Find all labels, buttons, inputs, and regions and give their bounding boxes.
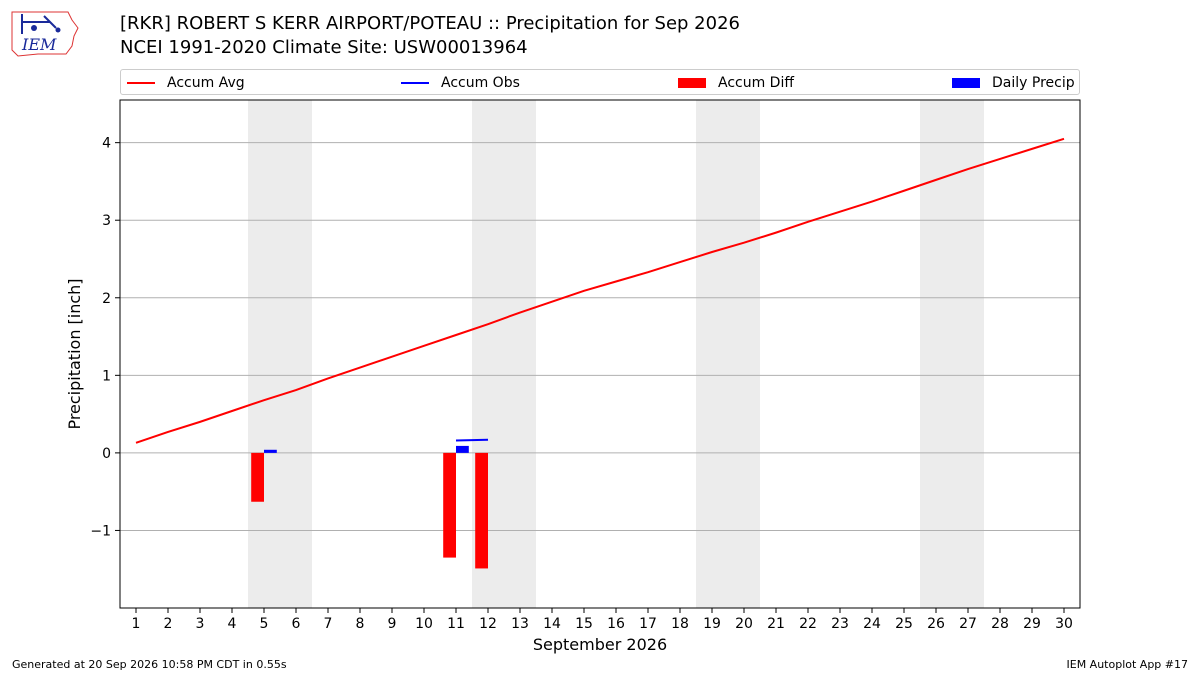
x-tick-label: 7 xyxy=(324,616,333,632)
daily-precip-bar-day-11 xyxy=(456,445,469,453)
legend-label-accum-avg: Accum Avg xyxy=(167,75,245,91)
legend-swatch-accum-avg xyxy=(127,82,155,84)
x-tick-label: 15 xyxy=(575,616,593,632)
accum-diff-bar-day-5 xyxy=(251,452,264,502)
x-tick-label: 5 xyxy=(260,616,269,632)
generated-timestamp: Generated at 20 Sep 2026 10:58 PM CDT in… xyxy=(12,658,287,671)
weekend-band-6 xyxy=(280,100,312,608)
x-tick-label: 1 xyxy=(132,616,141,632)
weekend-band-26 xyxy=(920,100,952,608)
weekend-band-19 xyxy=(696,100,728,608)
x-tick-label: 16 xyxy=(607,616,625,632)
legend-label-accum-diff: Accum Diff xyxy=(718,75,795,91)
x-tick-label: 22 xyxy=(799,616,817,632)
x-tick-label: 29 xyxy=(1023,616,1041,632)
x-tick-label: 4 xyxy=(228,616,237,632)
title-line-1: [RKR] ROBERT S KERR AIRPORT/POTEAU :: Pr… xyxy=(120,13,740,34)
x-axis-label: September 2026 xyxy=(533,635,667,654)
weekend-band-27 xyxy=(952,100,984,608)
x-tick-label: 20 xyxy=(735,616,753,632)
x-tick-label: 18 xyxy=(671,616,689,632)
x-tick-label: 3 xyxy=(196,616,205,632)
weekend-band-20 xyxy=(728,100,760,608)
x-tick-label: 27 xyxy=(959,616,977,632)
x-tick-label: 6 xyxy=(292,616,301,632)
plot-frame xyxy=(119,99,1081,609)
y-axis-label: Precipitation [inch] xyxy=(65,278,84,429)
legend-label-accum-obs: Accum Obs xyxy=(441,75,520,91)
x-tick-label: 10 xyxy=(415,616,433,632)
legend: Accum Avg Accum Obs Accum Diff Daily Pre… xyxy=(120,69,1080,95)
x-tick-label: 30 xyxy=(1055,616,1073,632)
x-tick-label: 26 xyxy=(927,616,945,632)
y-tick-label: 3 xyxy=(102,213,111,229)
title-line-2: NCEI 1991-2020 Climate Site: USW00013964 xyxy=(120,37,528,58)
legend-label-daily-precip: Daily Precip xyxy=(992,75,1075,91)
y-tick-label: 0 xyxy=(102,446,111,462)
chart-title: [RKR] ROBERT S KERR AIRPORT/POTEAU :: Pr… xyxy=(120,12,740,60)
accum-avg-line xyxy=(135,137,1065,444)
x-tick-label: 25 xyxy=(895,616,913,632)
y-tick-label: −1 xyxy=(90,523,111,539)
weekend-band-13 xyxy=(504,100,536,608)
y-tick-label: 4 xyxy=(102,136,111,152)
legend-swatch-daily-precip xyxy=(952,78,980,88)
y-tick-label: 2 xyxy=(102,291,111,307)
x-tick-label: 19 xyxy=(703,616,721,632)
x-tick-label: 2 xyxy=(164,616,173,632)
legend-item-daily-precip: Daily Precip xyxy=(952,73,1075,93)
x-tick-label: 21 xyxy=(767,616,785,632)
svg-text:IEM: IEM xyxy=(21,35,57,54)
legend-item-accum-obs: Accum Obs xyxy=(401,73,520,93)
x-tick-label: 23 xyxy=(831,616,849,632)
x-tick-label: 14 xyxy=(543,616,561,632)
legend-item-accum-diff: Accum Diff xyxy=(678,73,794,93)
y-tick-label: 1 xyxy=(102,368,111,384)
x-tick-label: 8 xyxy=(356,616,365,632)
x-tick-label: 9 xyxy=(388,616,397,632)
x-tick-label: 13 xyxy=(511,616,529,632)
x-tick-label: 12 xyxy=(479,616,497,632)
x-tick-label: 24 xyxy=(863,616,881,632)
legend-swatch-accum-obs xyxy=(401,82,429,84)
legend-swatch-accum-diff xyxy=(678,78,706,88)
daily-precip-bar-day-5 xyxy=(264,449,277,453)
x-tick-label: 28 xyxy=(991,616,1009,632)
legend-item-accum-avg: Accum Avg xyxy=(127,73,245,93)
weekend-band-5 xyxy=(248,100,280,608)
accum-obs-line xyxy=(455,438,489,442)
x-tick-label: 11 xyxy=(447,616,465,632)
x-tick-label: 17 xyxy=(639,616,657,632)
accum-diff-bar-day-11 xyxy=(443,452,456,558)
app-credit: IEM Autoplot App #17 xyxy=(1066,658,1189,671)
iem-logo: IEM xyxy=(8,6,82,60)
accum-diff-bar-day-12 xyxy=(475,452,488,569)
